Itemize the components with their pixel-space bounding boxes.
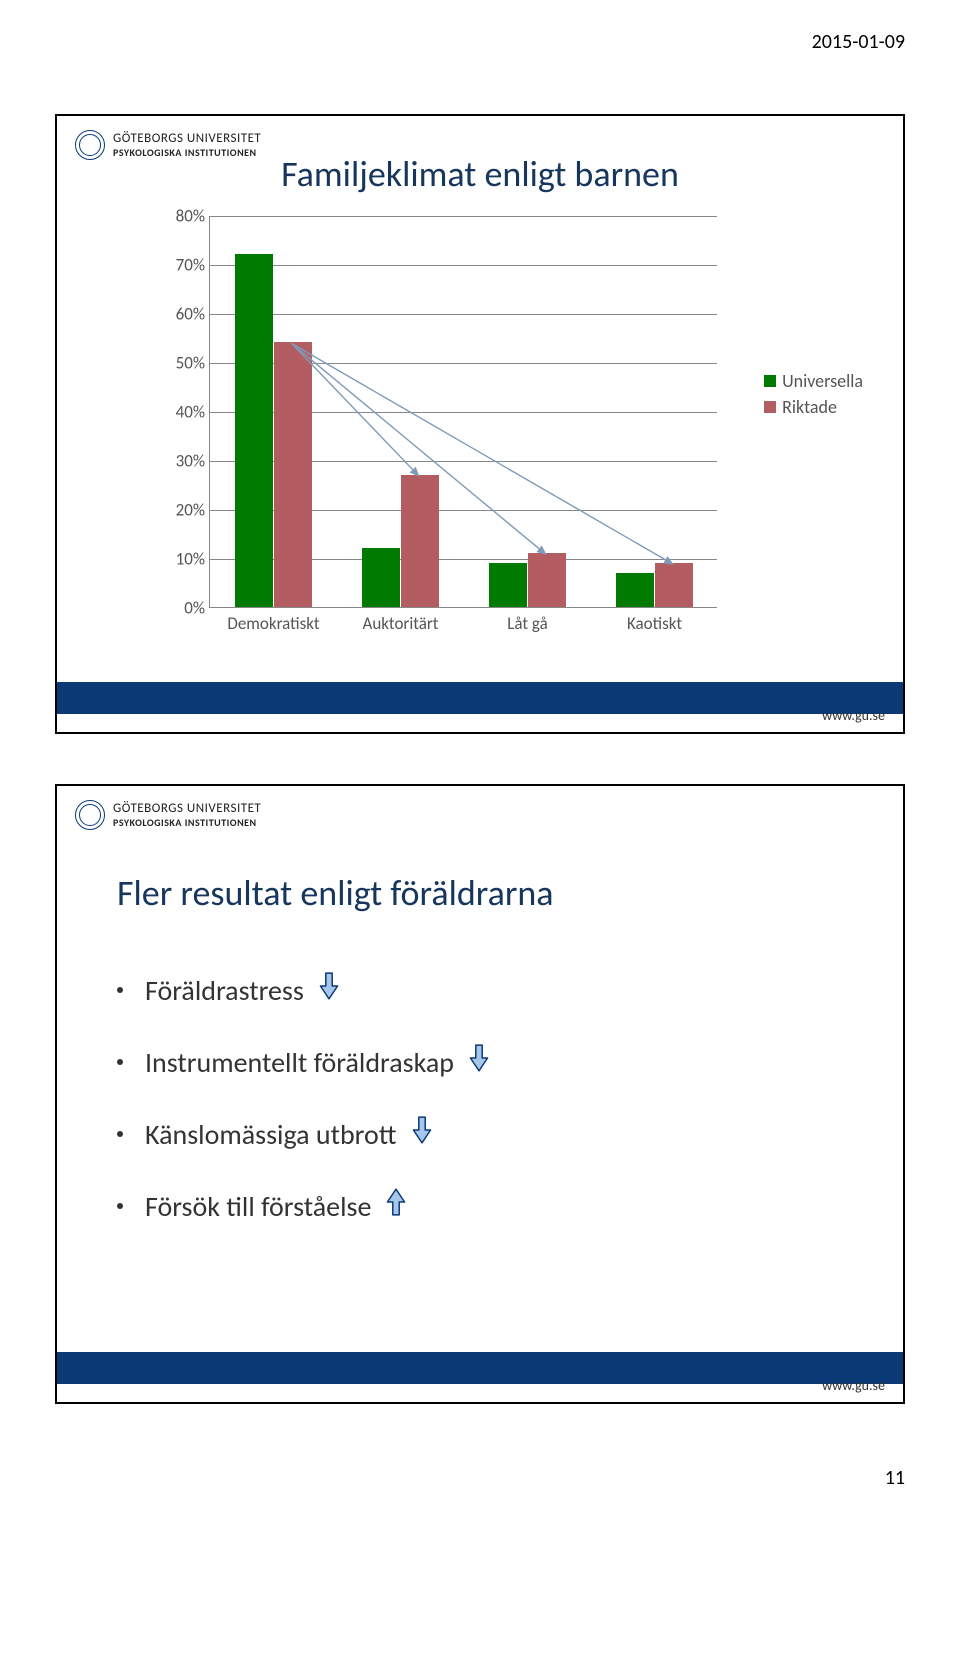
bullet-dot-icon xyxy=(117,987,123,993)
arrow-down-icon xyxy=(466,1043,492,1081)
x-tick-label: Demokratiskt xyxy=(227,613,319,634)
university-name: GÖTEBORGS UNIVERSITET xyxy=(113,801,261,816)
chart-area: Demokratiskt Auktoritärt Låt gå Kaotiskt 0%… xyxy=(157,216,717,636)
gridline xyxy=(210,314,717,315)
bar-riktade-2 xyxy=(528,553,566,607)
x-tick-label: Kaotiskt xyxy=(627,613,682,634)
footer-url: www.gu.se xyxy=(822,707,885,724)
legend-item: Riktade xyxy=(764,396,863,418)
gridline xyxy=(210,265,717,266)
bar-riktade-0 xyxy=(274,342,312,607)
university-dept: PSYKOLOGISKA INSTITUTIONEN xyxy=(113,816,261,829)
bar-universella-1 xyxy=(362,548,400,607)
university-seal-icon xyxy=(75,800,105,830)
gridline xyxy=(210,216,717,217)
bar-riktade-3 xyxy=(655,563,693,607)
university-logo-block: GÖTEBORGS UNIVERSITET PSYKOLOGISKA INSTI… xyxy=(75,800,261,830)
university-dept: PSYKOLOGISKA INSTITUTIONEN xyxy=(113,146,261,159)
university-seal-icon xyxy=(75,130,105,160)
university-logo-block: GÖTEBORGS UNIVERSITET PSYKOLOGISKA INSTI… xyxy=(75,130,261,160)
chart-title: Familjeklimat enligt barnen xyxy=(281,152,679,196)
arrow-down-icon xyxy=(316,971,342,1009)
page-date: 2015-01-09 xyxy=(0,0,960,64)
legend-swatch xyxy=(764,401,776,413)
y-tick-label: 40% xyxy=(157,402,205,423)
y-tick-label: 60% xyxy=(157,304,205,325)
university-name: GÖTEBORGS UNIVERSITET xyxy=(113,131,261,146)
arrow-down-icon xyxy=(409,1115,435,1153)
slide-footer: www.gu.se xyxy=(57,682,903,732)
y-tick-label: 50% xyxy=(157,353,205,374)
bullet-dot-icon xyxy=(117,1131,123,1137)
bar-universella-2 xyxy=(489,563,527,607)
y-tick-label: 0% xyxy=(157,598,205,619)
y-tick-label: 80% xyxy=(157,206,205,227)
bullet-item: Försök till förståelse xyxy=(117,1187,492,1225)
legend-label: Riktade xyxy=(782,396,837,418)
bullet-dot-icon xyxy=(117,1059,123,1065)
bar-riktade-1 xyxy=(401,475,439,607)
slide-1: GÖTEBORGS UNIVERSITET PSYKOLOGISKA INSTI… xyxy=(55,114,905,734)
legend-label: Universella xyxy=(782,370,863,392)
bullet-item: Föräldrastress xyxy=(117,971,492,1009)
slide2-title: Fler resultat enligt föräldrarna xyxy=(117,871,554,915)
page-number: 11 xyxy=(0,1454,960,1530)
chart-legend: Universella Riktade xyxy=(764,366,863,422)
y-tick-label: 20% xyxy=(157,500,205,521)
bar-universella-3 xyxy=(616,573,654,607)
bullet-item: Instrumentellt föräldraskap xyxy=(117,1043,492,1081)
bullet-dot-icon xyxy=(117,1203,123,1209)
legend-swatch xyxy=(764,375,776,387)
bullet-item: Känslomässiga utbrott xyxy=(117,1115,492,1153)
bullet-text: Försök till förståelse xyxy=(145,1189,371,1224)
bullet-list: Föräldrastress Instrumentellt föräldraska… xyxy=(117,971,492,1259)
bar-universella-0 xyxy=(235,254,273,607)
y-tick-label: 30% xyxy=(157,451,205,472)
bullet-text: Föräldrastress xyxy=(145,973,304,1008)
y-tick-label: 70% xyxy=(157,255,205,276)
legend-item: Universella xyxy=(764,370,863,392)
x-tick-label: Låt gå xyxy=(507,613,548,634)
bullet-text: Instrumentellt föräldraskap xyxy=(145,1045,454,1080)
footer-url: www.gu.se xyxy=(822,1377,885,1394)
slide-2: GÖTEBORGS UNIVERSITET PSYKOLOGISKA INSTI… xyxy=(55,784,905,1404)
bullet-text: Känslomässiga utbrott xyxy=(145,1117,397,1152)
arrow-up-icon xyxy=(383,1187,409,1225)
slide-footer: www.gu.se xyxy=(57,1352,903,1402)
x-tick-label: Auktoritärt xyxy=(363,613,439,634)
y-tick-label: 10% xyxy=(157,549,205,570)
